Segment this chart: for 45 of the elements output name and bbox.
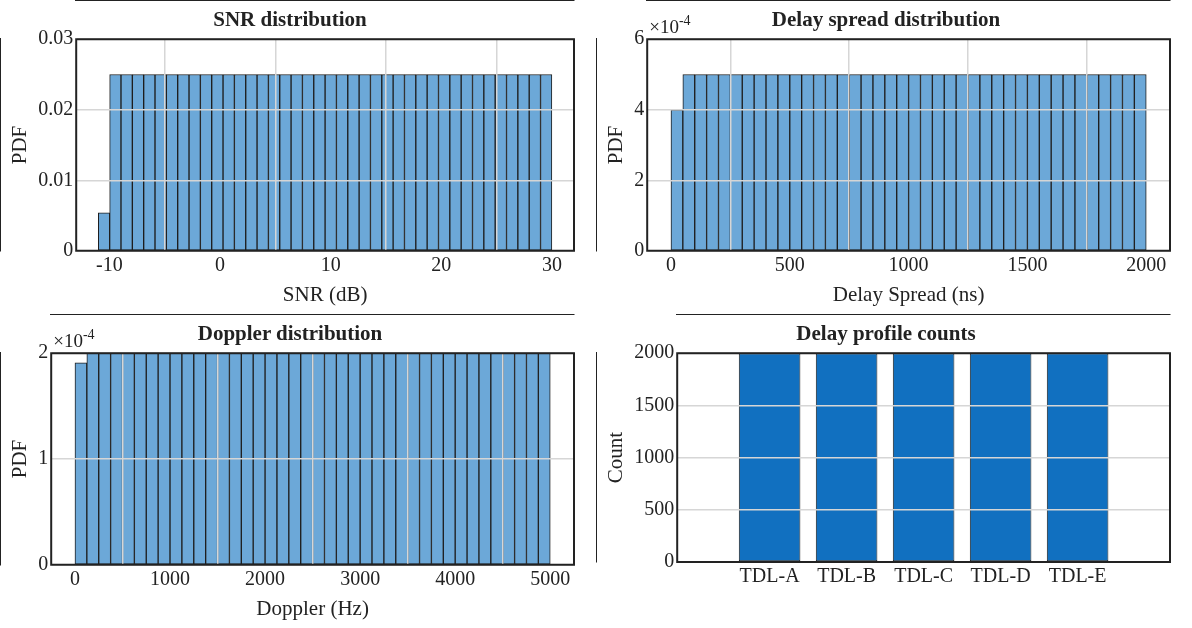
y-tick-label: 2000: [634, 340, 675, 363]
x-tick-label: 1000: [888, 253, 929, 276]
x-axis-title: SNR (dB): [282, 281, 368, 306]
x-tick-label: 0: [215, 253, 226, 276]
y-tick-label: 0: [63, 238, 74, 261]
y-tick-label: 1500: [634, 392, 675, 415]
chart-title: Doppler distribution: [197, 321, 383, 346]
y-tick-label: 0: [634, 238, 645, 261]
y-tick-label: 2: [38, 340, 49, 363]
x-tick-label: 500: [774, 253, 805, 276]
x-tick-label: TDL-E: [1048, 564, 1107, 587]
y-tick-label: 4: [634, 96, 645, 119]
x-tick-label: 20: [431, 253, 452, 276]
chart-title: SNR distribution: [213, 7, 368, 32]
y-tick-label: 0: [664, 549, 675, 572]
x-tick-label: 1500: [1007, 253, 1048, 276]
x-tick-label: TDL-A: [739, 564, 801, 587]
x-tick-label: -10: [96, 253, 123, 276]
x-tick-label: 10: [320, 253, 341, 276]
x-tick-label: TDL-B: [817, 564, 877, 587]
x-tick-label: TDL-D: [970, 564, 1031, 587]
chart-title: Delay spread distribution: [771, 7, 1001, 32]
x-tick-label: 4000: [435, 567, 476, 590]
y-tick-label: 0.03: [38, 26, 74, 49]
y-axis-title: Count: [603, 431, 628, 484]
x-tick-label: 1000: [150, 567, 191, 590]
chart-title: Delay profile counts: [796, 321, 976, 346]
x-tick-label: 2000: [1126, 253, 1167, 276]
x-tick-label: 30: [541, 253, 562, 276]
y-axis-title: PDF: [7, 439, 32, 479]
y-tick-label: 6: [634, 26, 645, 49]
x-axis-title: Delay Spread (ns): [832, 281, 985, 306]
y-axis-title: PDF: [603, 125, 628, 165]
y-tick-label: 0.02: [38, 96, 74, 119]
y-tick-label: 2: [634, 167, 645, 190]
x-tick-label: TDL-C: [894, 564, 954, 587]
x-tick-label: 5000: [530, 567, 571, 590]
y-tick-label: 500: [644, 497, 675, 520]
y-axis-title: PDF: [7, 125, 32, 165]
y-tick-label: 1000: [634, 444, 675, 467]
x-tick-label: 2000: [245, 567, 286, 590]
y-tick-label: 1: [38, 446, 49, 469]
y-tick-label: 0.01: [38, 167, 74, 190]
x-axis-title: Doppler (Hz): [256, 595, 369, 620]
x-tick-label: 3000: [340, 567, 381, 590]
